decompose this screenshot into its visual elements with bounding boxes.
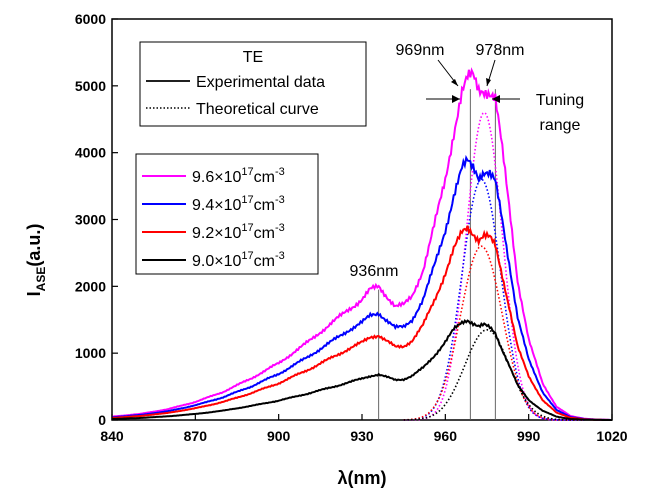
y-tick-label: 0 <box>98 412 106 428</box>
legend-density-label: 9.6×1017cm-3 <box>192 166 285 186</box>
legend-density: 9.6×1017cm-3 9.4×1017cm-3 9.2×1017cm-3 9.0×… <box>135 153 319 275</box>
theoretical-curve-2 <box>403 245 585 421</box>
legend-mode: TE Experimental data Theoretical curve <box>139 41 367 127</box>
annotations: 936nm 969nm 978nm Tuning range <box>350 42 585 280</box>
y-axis-label: IASE(a.u.) <box>24 224 48 297</box>
legend-mode-title: TE <box>243 49 263 66</box>
y-tick-label: 6000 <box>75 11 106 27</box>
legend-mode-frame <box>139 41 367 127</box>
x-tick-label: 990 <box>517 428 541 444</box>
y-tick-label: 3000 <box>75 212 106 228</box>
y-tick-label: 5000 <box>75 78 106 94</box>
reference-lines <box>378 89 496 420</box>
x-tick-label: 870 <box>184 428 208 444</box>
legend-density-frame <box>135 153 319 275</box>
legend-density-label: 9.2×1017cm-3 <box>192 222 285 242</box>
y-tick-label: 2000 <box>75 278 106 294</box>
x-tick-label: 840 <box>100 428 124 444</box>
x-tick-label: 960 <box>434 428 458 444</box>
x-axis-ticks: 840 870 900 930 960 990 1020 <box>100 414 628 444</box>
theoretical-curves <box>403 111 585 421</box>
annotation-969nm: 969nm <box>396 42 445 59</box>
legend-density-label: 9.4×1017cm-3 <box>192 194 285 214</box>
x-tick-label: 1020 <box>596 428 627 444</box>
y-tick-label: 1000 <box>75 345 106 361</box>
legend-theoretical-label: Theoretical curve <box>196 101 319 118</box>
annotation-978nm: 978nm <box>476 42 525 59</box>
annotation-tuning: Tuning <box>536 92 584 109</box>
x-tick-label: 900 <box>267 428 291 444</box>
theoretical-curve-3 <box>403 328 585 421</box>
y-tick-label: 4000 <box>75 145 106 161</box>
experimental-curve-2 <box>111 225 612 421</box>
annotation-range: range <box>540 117 581 134</box>
annotation-936nm: 936nm <box>350 263 399 280</box>
experimental-curve-0 <box>111 67 612 421</box>
x-axis-label: λ(nm) <box>338 468 387 488</box>
experimental-curve-1 <box>112 154 612 421</box>
arrowhead-978 <box>486 78 491 86</box>
x-tick-label: 930 <box>350 428 374 444</box>
legend-experimental-label: Experimental data <box>196 74 325 91</box>
y-axis-ticks: 0 1000 2000 3000 4000 5000 6000 <box>75 11 118 428</box>
legend-density-label: 9.0×1017cm-3 <box>192 250 285 270</box>
arrowhead-969 <box>451 79 458 86</box>
tuning-arrowhead-right <box>492 95 500 103</box>
tuning-arrowhead-left <box>452 95 460 103</box>
